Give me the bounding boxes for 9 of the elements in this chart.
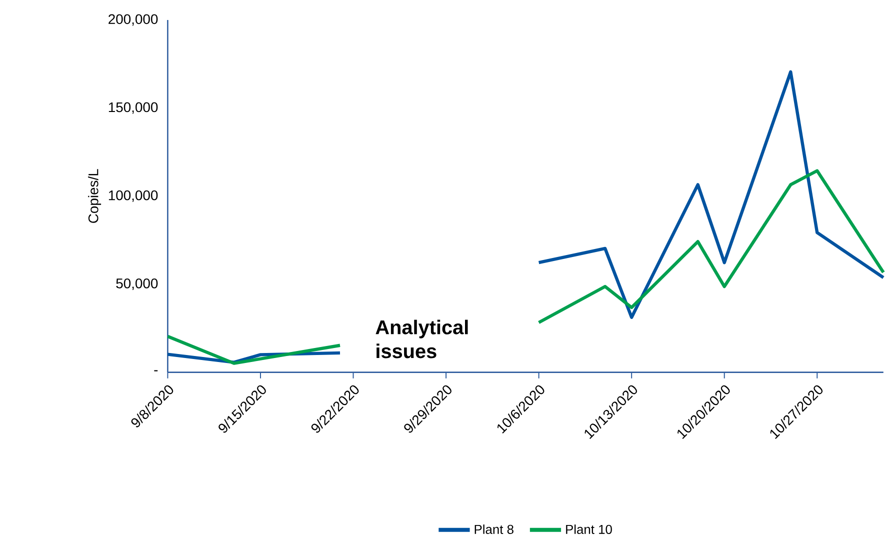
y-tick-label: 150,000	[108, 102, 158, 114]
y-axis-title: Copies/L	[88, 168, 102, 223]
annotation: Analytical issues	[376, 320, 468, 358]
legend-label: Plant 10	[566, 524, 612, 534]
y-tick-label: -	[154, 370, 158, 372]
y-tick-label: 200,000	[108, 14, 158, 26]
y-tick-label: 50,000	[116, 278, 158, 290]
legend-label: Plant 8	[474, 524, 514, 534]
y-tick-label: 100,000	[108, 190, 158, 202]
